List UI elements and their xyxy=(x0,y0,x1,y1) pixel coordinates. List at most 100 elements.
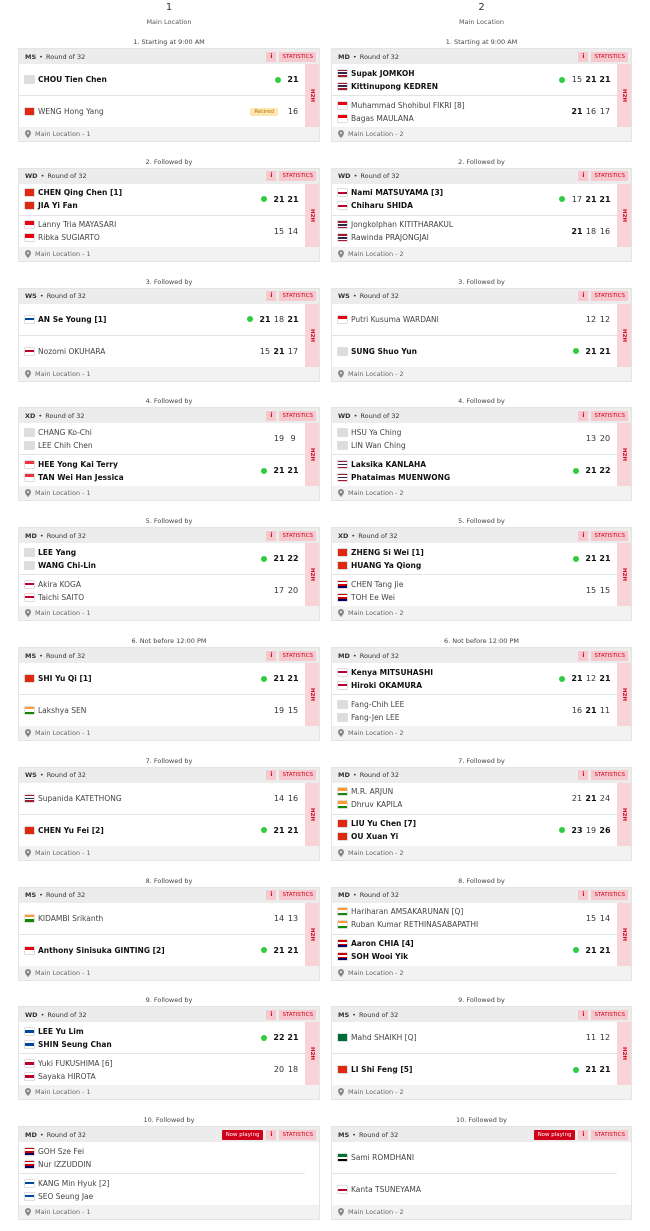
player-name[interactable]: Jongkolphan KITITHARAKUL xyxy=(351,220,454,230)
player-name[interactable]: AN Se Young [1] xyxy=(38,314,107,324)
info-button[interactable]: i xyxy=(266,890,277,901)
info-button[interactable]: i xyxy=(266,51,277,62)
h2h-button[interactable]: H2H xyxy=(305,303,319,367)
player-name[interactable]: ZHENG Si Wei [1] xyxy=(351,547,424,557)
info-button[interactable]: i xyxy=(578,171,589,182)
player-name[interactable]: HSU Ya Ching xyxy=(351,427,402,437)
player-name[interactable]: SEO Seung Jae xyxy=(38,1191,94,1201)
player-name[interactable]: Dhruv KAPILA xyxy=(351,800,403,810)
h2h-button[interactable]: H2H xyxy=(305,782,319,846)
statistics-button[interactable]: STATISTICS xyxy=(279,51,316,62)
info-button[interactable]: i xyxy=(578,1129,589,1140)
player-name[interactable]: TOH Ee Wei xyxy=(351,592,395,602)
h2h-label[interactable]: H2H xyxy=(621,448,627,462)
player-name[interactable]: HEE Yong Kai Terry xyxy=(38,459,118,469)
player-name[interactable]: Kenya MITSUHASHI xyxy=(351,667,434,677)
info-button[interactable]: i xyxy=(578,650,589,661)
h2h-label[interactable]: H2H xyxy=(309,208,315,222)
player-name[interactable]: Sami ROMDHANI xyxy=(351,1153,415,1163)
statistics-button[interactable]: STATISTICS xyxy=(279,171,316,182)
h2h-button[interactable]: H2H xyxy=(617,64,631,127)
info-button[interactable]: i xyxy=(578,51,589,62)
player-name[interactable]: CHEN Yu Fei [2] xyxy=(38,825,104,835)
player-name[interactable]: M.R. ARJUN xyxy=(351,787,394,797)
statistics-button[interactable]: STATISTICS xyxy=(591,51,628,62)
statistics-button[interactable]: STATISTICS xyxy=(591,1129,628,1140)
player-name[interactable]: LEE Yang xyxy=(38,547,77,557)
player-name[interactable]: Chiharu SHIDA xyxy=(351,201,413,211)
statistics-button[interactable]: STATISTICS xyxy=(279,650,316,661)
player-name[interactable]: Kanta TSUNEYAMA xyxy=(351,1185,421,1195)
player-name[interactable]: Hariharan AMSAKARUNAN [Q] xyxy=(351,907,464,917)
h2h-label[interactable]: H2H xyxy=(621,687,627,702)
statistics-button[interactable]: STATISTICS xyxy=(591,770,628,781)
h2h-label[interactable]: H2H xyxy=(309,88,315,103)
h2h-label[interactable]: H2H xyxy=(309,1047,315,1061)
player-name[interactable]: Mahd SHAIKH [Q] xyxy=(351,1033,417,1043)
player-name[interactable]: LEE Chih Chen xyxy=(38,440,93,450)
h2h-label[interactable]: H2H xyxy=(621,88,627,103)
player-name[interactable]: CHOU Tien Chen xyxy=(38,75,107,84)
info-button[interactable]: i xyxy=(578,770,589,781)
h2h-button[interactable]: H2H xyxy=(305,902,319,966)
player-name[interactable]: LIN Wan Ching xyxy=(351,440,406,450)
h2h-button[interactable]: H2H xyxy=(617,782,631,846)
info-button[interactable]: i xyxy=(266,171,277,182)
player-name[interactable]: CHEN Qing Chen [1] xyxy=(38,188,123,198)
info-button[interactable]: i xyxy=(266,410,277,421)
h2h-label[interactable]: H2H xyxy=(621,927,627,941)
h2h-button[interactable]: H2H xyxy=(617,1022,631,1086)
player-name[interactable]: SHI Yu Qi [1] xyxy=(38,674,92,683)
info-button[interactable]: i xyxy=(266,291,277,302)
player-name[interactable]: Nur IZZUDDIN xyxy=(38,1159,92,1169)
statistics-button[interactable]: STATISTICS xyxy=(591,650,628,661)
info-button[interactable]: i xyxy=(266,770,277,781)
info-button[interactable]: i xyxy=(578,291,589,302)
player-name[interactable]: Sayaka HIROTA xyxy=(38,1071,96,1081)
statistics-button[interactable]: STATISTICS xyxy=(591,171,628,182)
player-name[interactable]: Aaron CHIA [4] xyxy=(351,939,414,949)
h2h-button[interactable]: H2H xyxy=(617,423,631,487)
player-name[interactable]: Kittinupong KEDREN xyxy=(351,81,438,91)
statistics-button[interactable]: STATISTICS xyxy=(279,410,316,421)
player-name[interactable]: Hiroki OKAMURA xyxy=(351,680,422,690)
h2h-button[interactable]: H2H xyxy=(305,663,319,726)
h2h-label[interactable]: H2H xyxy=(621,208,627,222)
h2h-label[interactable]: H2H xyxy=(309,328,315,342)
player-name[interactable]: Nozomi OKUHARA xyxy=(38,346,106,356)
info-button[interactable]: i xyxy=(266,1129,277,1140)
player-name[interactable]: Muhammad Shohibul FIKRI [8] xyxy=(351,100,465,110)
player-name[interactable]: LEE Yu Lim xyxy=(38,1026,84,1036)
player-name[interactable]: SOH Wooi Yik xyxy=(351,952,409,962)
player-name[interactable]: Supanida KATETHONG xyxy=(38,793,122,803)
player-name[interactable]: Fang-Jen LEE xyxy=(351,712,400,722)
player-name[interactable]: Ruban Kumar RETHINASABAPATHI xyxy=(351,920,479,930)
player-name[interactable]: CHEN Tang Jie xyxy=(351,579,404,589)
player-name[interactable]: KANG Min Hyuk [2] xyxy=(38,1178,110,1188)
h2h-button[interactable]: H2H xyxy=(305,1022,319,1086)
player-name[interactable]: Phataimas MUENWONG xyxy=(351,472,451,482)
statistics-button[interactable]: STATISTICS xyxy=(591,291,628,302)
info-button[interactable]: i xyxy=(266,530,277,541)
player-name[interactable]: WENG Hong Yang xyxy=(38,107,104,116)
h2h-label[interactable]: H2H xyxy=(309,807,315,821)
h2h-button[interactable]: H2H xyxy=(617,663,631,726)
player-name[interactable]: Fang-Chih LEE xyxy=(351,699,405,709)
h2h-button[interactable]: H2H xyxy=(305,543,319,607)
player-name[interactable]: WANG Chi-Lin xyxy=(38,560,97,570)
h2h-button[interactable]: H2H xyxy=(617,902,631,966)
player-name[interactable]: Ribka SUGIARTO xyxy=(38,233,100,243)
h2h-label[interactable]: H2H xyxy=(621,568,627,582)
statistics-button[interactable]: STATISTICS xyxy=(279,890,316,901)
h2h-button[interactable]: H2H xyxy=(305,183,319,247)
now-playing[interactable]: Now playing xyxy=(533,1129,576,1140)
h2h-button[interactable]: H2H xyxy=(617,303,631,367)
h2h-button[interactable]: H2H xyxy=(305,423,319,487)
h2h-label[interactable]: H2H xyxy=(621,807,627,821)
player-name[interactable]: Yuki FUKUSHIMA [6] xyxy=(38,1058,113,1068)
player-name[interactable]: SUNG Shuo Yun xyxy=(351,346,417,356)
h2h-button[interactable]: H2H xyxy=(617,183,631,247)
player-name[interactable]: TAN Wei Han Jessica xyxy=(38,472,124,482)
h2h-label[interactable]: H2H xyxy=(309,448,315,462)
h2h-label[interactable]: H2H xyxy=(309,568,315,582)
